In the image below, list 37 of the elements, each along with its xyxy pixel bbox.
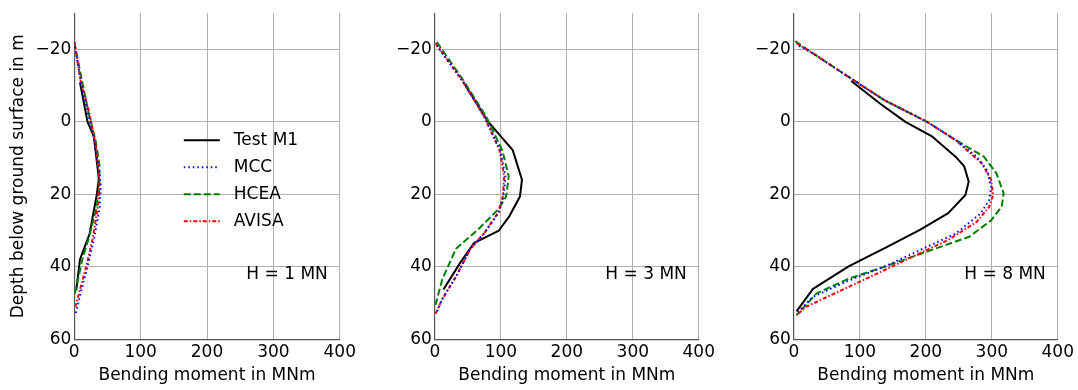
y-tick-label: −20	[395, 37, 432, 58]
x-axis-title: Bending moment in MNm	[98, 364, 316, 385]
y-tick-label: −20	[754, 37, 791, 58]
x-tick-label: 400	[682, 340, 715, 361]
legend-label: AVISA	[233, 209, 285, 230]
y-tick-label: 0	[421, 110, 432, 131]
y-tick-label: 60	[410, 327, 432, 348]
x-axis-title: Bending moment in MNm	[458, 364, 676, 385]
x-tick-label: 200	[550, 340, 584, 361]
legend-label: MCC	[233, 155, 273, 176]
y-tick-label: 20	[769, 182, 791, 203]
y-tick-label: 0	[780, 110, 791, 131]
y-tick-label: 40	[769, 255, 791, 276]
x-tick-label: 200	[190, 340, 224, 361]
y-tick-label: −20	[35, 37, 72, 58]
y-tick-label: 40	[49, 255, 72, 276]
legend-label: Test M1	[232, 128, 299, 149]
y-tick-label: 20	[410, 182, 432, 203]
x-axis-title: Bending moment in MNm	[817, 364, 1035, 385]
x-tick-label: 100	[484, 340, 518, 361]
y-axis-title: Depth below ground surface in m	[6, 34, 27, 319]
y-tick-label: 60	[769, 327, 791, 348]
x-tick-label: 400	[1041, 340, 1074, 361]
x-tick-label: 300	[257, 340, 290, 361]
legend-label: HCEA	[233, 182, 282, 203]
x-tick-label: 300	[975, 340, 1009, 361]
x-tick-label: 200	[909, 340, 943, 361]
annotation: H = 8 MN	[964, 262, 1046, 283]
y-tick-label: 40	[410, 255, 432, 276]
x-tick-label: 100	[843, 340, 877, 361]
x-tick-label: 400	[323, 340, 356, 361]
y-tick-label: 20	[49, 182, 72, 203]
annotation: H = 3 MN	[605, 262, 687, 283]
x-tick-label: 100	[124, 340, 157, 361]
annotation: H = 1 MN	[246, 262, 328, 283]
x-tick-label: 300	[616, 340, 650, 361]
y-tick-label: 0	[60, 110, 72, 131]
